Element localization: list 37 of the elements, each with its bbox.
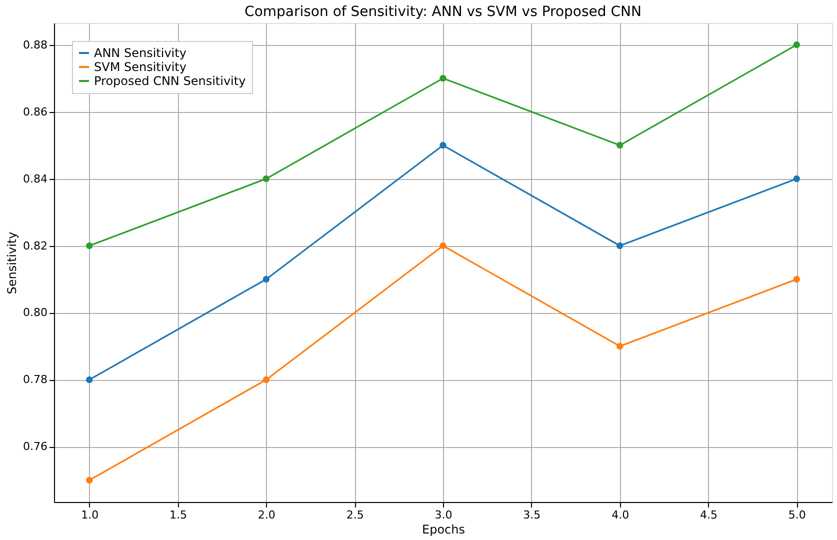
y-tick-label: 0.88	[23, 38, 48, 52]
legend-label: ANN Sensitivity	[94, 46, 186, 60]
x-tick-label: 4.5	[700, 508, 718, 522]
x-tick-label: 5.0	[788, 508, 806, 522]
point	[616, 342, 624, 350]
x-tick-label: 3.0	[434, 508, 452, 522]
x-tick-label: 2.5	[346, 508, 364, 522]
x-tick-label: 3.5	[523, 508, 541, 522]
legend-label: SVM Sensitivity	[94, 60, 186, 74]
y-axis-title: Sensitivity	[5, 232, 20, 294]
x-tick-label: 2.0	[258, 508, 276, 522]
y-tick-label: 0.84	[23, 172, 48, 186]
point	[86, 242, 93, 250]
y-tick-label: 0.82	[23, 239, 48, 252]
point	[793, 41, 800, 48]
point	[793, 276, 800, 283]
point	[440, 242, 446, 250]
point	[262, 175, 270, 182]
y-tick-label: 0.80	[23, 306, 48, 320]
point	[262, 376, 270, 384]
point	[262, 276, 270, 283]
point	[440, 74, 446, 82]
point	[440, 142, 446, 149]
x-tick-label: 1.0	[81, 508, 99, 522]
y-tick-label: 0.86	[23, 105, 48, 118]
point	[86, 476, 93, 484]
point	[616, 242, 624, 250]
x-tick-label: 4.0	[612, 508, 630, 522]
y-tick-label: 0.78	[23, 373, 48, 386]
point	[793, 175, 800, 182]
x-tick-label: 1.5	[170, 508, 188, 522]
chart-title: Comparison of Sensitivity: ANN vs SVM vs Proposed CNN	[244, 4, 642, 20]
point	[616, 142, 624, 149]
legend-label: Proposed CNN Sensitivity	[94, 74, 246, 88]
y-tick-label: 0.76	[23, 440, 48, 454]
x-axis-title: Epochs	[422, 522, 465, 536]
point	[86, 376, 93, 384]
